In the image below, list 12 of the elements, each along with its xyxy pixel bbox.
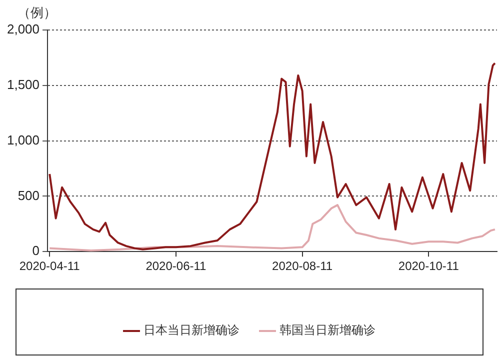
x-tick-label: 2020-06-11 [146,259,207,274]
y-tick-label: 500 [18,188,40,203]
legend-label: 日本当日新增确诊 [144,323,240,338]
y-tick-label: 1,000 [6,132,40,148]
x-tick-label: 2020-10-11 [398,259,460,274]
y-axis-title: （例） [18,6,57,21]
y-tick-label: 2,000 [6,22,40,37]
x-tick-label: 2020-08-11 [272,259,333,274]
y-tick-label: 1,500 [6,76,40,92]
x-tick-label: 2020-04-11 [19,259,80,274]
legend-label: 韩国当日新增确诊 [280,323,376,338]
y-tick-label: 0 [32,243,40,258]
